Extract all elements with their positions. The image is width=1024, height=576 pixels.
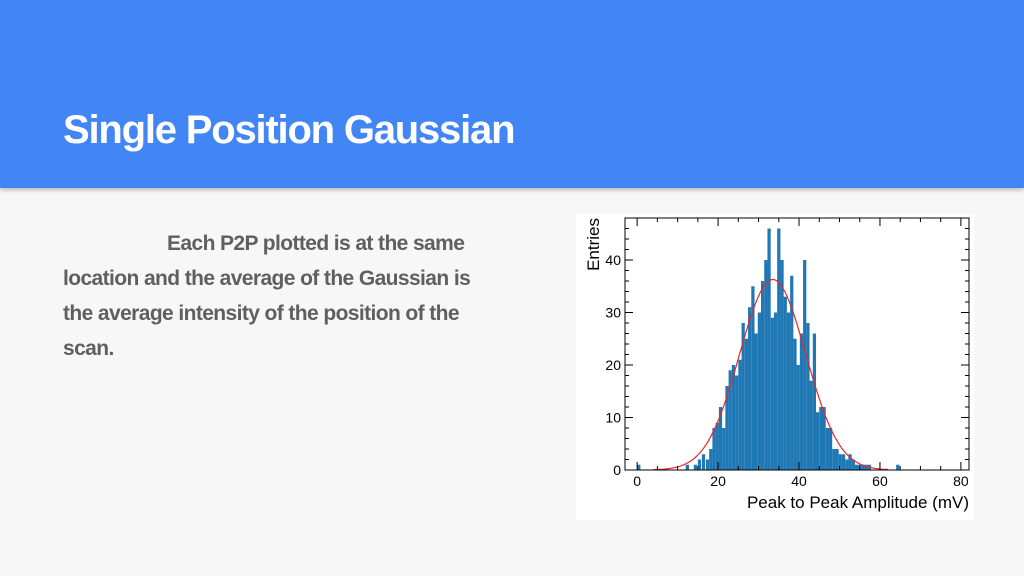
histogram-bar xyxy=(744,338,749,470)
histogram-bar xyxy=(728,370,732,470)
x-tick-label: 40 xyxy=(791,473,807,489)
slide-body-text: Each P2P plotted is at the same location… xyxy=(63,226,558,366)
histogram-bar xyxy=(777,228,781,470)
x-tick-label: 80 xyxy=(953,473,969,489)
histogram-bar xyxy=(832,449,836,470)
histogram-bar xyxy=(685,464,689,470)
histogram-bar xyxy=(780,260,784,470)
histogram-bar xyxy=(725,386,729,470)
histogram-bar xyxy=(712,428,716,470)
histogram-bar xyxy=(838,454,842,470)
histogram-bar xyxy=(735,375,739,470)
histogram-bar xyxy=(731,365,736,470)
title-banner: Single Position Gaussian xyxy=(0,0,1024,188)
histogram-bar xyxy=(773,312,778,470)
histogram-bar xyxy=(835,449,839,470)
histogram-bar xyxy=(854,464,859,470)
histogram-bar xyxy=(864,464,868,470)
x-tick-label: 60 xyxy=(872,473,888,489)
histogram-svg: 0 20 40 60 80 0 10 20 30 40 Peak to Peak Amplitud… xyxy=(584,217,970,512)
histogram-bar xyxy=(841,454,846,470)
histogram-bar xyxy=(819,407,823,470)
histogram-bar xyxy=(705,459,710,470)
y-tick-label: 40 xyxy=(605,252,621,268)
histogram-bar xyxy=(754,333,758,470)
histogram-bar xyxy=(825,428,829,470)
histogram-bar xyxy=(799,333,804,470)
histogram-bar xyxy=(693,464,698,470)
y-tick-label: 30 xyxy=(605,305,621,321)
histogram-bar xyxy=(764,260,768,470)
histogram-bar xyxy=(796,365,800,470)
histogram-bar xyxy=(709,449,713,470)
histogram-bar xyxy=(748,307,752,470)
x-tick-label: 20 xyxy=(710,473,726,489)
histogram-bar xyxy=(896,464,900,470)
histogram-bar xyxy=(741,323,745,470)
histogram-bar xyxy=(812,333,817,470)
x-axis-title: Peak to Peak Amplitude (mV) xyxy=(747,493,969,512)
histogram-bar xyxy=(697,459,702,470)
y-tick-label: 20 xyxy=(605,357,621,373)
histogram-bar xyxy=(793,338,797,470)
y-tick-label: 10 xyxy=(605,410,621,426)
histogram-bar xyxy=(861,464,865,470)
histogram-bar xyxy=(809,380,813,470)
histogram-bar xyxy=(757,312,761,470)
histogram-bar xyxy=(822,407,826,470)
histogram-bar xyxy=(803,260,807,470)
histogram-bar xyxy=(828,428,833,470)
y-tick-label: 0 xyxy=(613,462,621,478)
histogram-bar xyxy=(637,464,641,470)
body-line-4: scan. xyxy=(63,337,114,360)
histogram-bar xyxy=(790,275,794,470)
histogram-bar xyxy=(718,407,723,470)
histogram-bars xyxy=(637,228,900,470)
axis-ticks: 0 20 40 60 80 0 10 20 30 40 xyxy=(605,218,969,489)
body-line-3: the average intensity of the position of… xyxy=(63,302,460,325)
body-line-2: location and the average of the Gaussian… xyxy=(63,267,471,290)
histogram-bar xyxy=(851,459,855,470)
histogram-bar xyxy=(783,296,787,470)
gaussian-fit-curve xyxy=(653,278,889,471)
body-line-1: Each P2P plotted is at the same xyxy=(167,232,465,255)
x-tick-label: 0 xyxy=(633,473,641,489)
histogram-bar xyxy=(848,454,852,470)
histogram-bar xyxy=(722,428,726,470)
histogram-chart: 0 20 40 60 80 0 10 20 30 40 Peak to Peak Amplitud… xyxy=(576,214,974,520)
histogram-bar xyxy=(845,459,849,470)
histogram-bar xyxy=(701,454,706,470)
histogram-bar xyxy=(715,422,719,470)
histogram-bar xyxy=(770,317,774,470)
histogram-bar xyxy=(760,281,765,470)
histogram-bar xyxy=(816,412,820,470)
histogram-bar xyxy=(767,228,771,470)
histogram-bar xyxy=(786,312,791,470)
slide-title: Single Position Gaussian xyxy=(63,108,516,152)
histogram-bar xyxy=(806,323,810,470)
histogram-bar xyxy=(751,286,755,470)
histogram-bar xyxy=(738,359,742,470)
y-axis-title: Entries xyxy=(584,218,603,271)
